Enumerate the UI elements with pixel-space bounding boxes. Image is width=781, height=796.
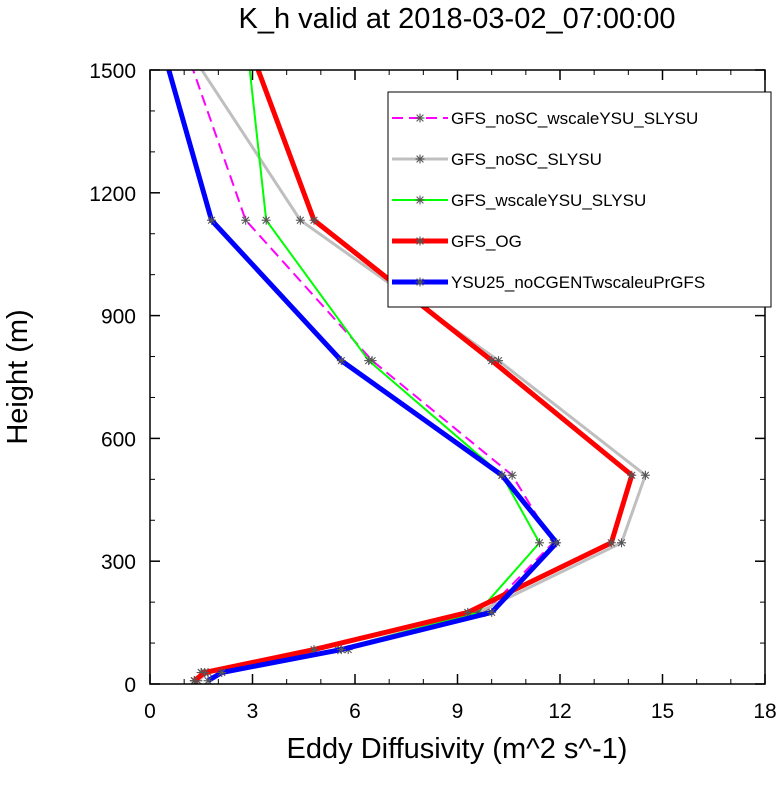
data-point [336,645,346,655]
legend-item: GFS_wscaleYSU_SLYSU [392,191,646,210]
legend-marker [415,236,425,246]
legend-item: GFS_noSC_wscaleYSU_SLYSU [392,109,698,128]
legend-label: YSU25_noCGENTwscaleuPrGFS [451,273,705,292]
data-point [200,668,210,678]
y-tick-label: 1500 [89,60,136,83]
legend: GFS_noSC_wscaleYSU_SLYSU GFS_noSC_SLYSU GF… [387,91,772,308]
y-tick-label: 1200 [89,183,136,206]
series-line [192,70,555,682]
data-point [535,538,544,548]
chart-title: K_h valid at 2018-03-02_07:00:00 [239,3,676,35]
x-tick-label: 12 [548,700,571,723]
x-axis-label: Eddy Diffusivity (m^2 s^-1) [287,733,628,765]
data-point [552,538,562,548]
data-point [606,538,616,548]
legend-marker [415,154,425,164]
legend-item: GFS_OG [392,232,522,251]
data-point [507,470,517,480]
data-point [487,356,497,366]
data-point [463,607,473,617]
data-point [217,668,227,678]
legend-label: GFS_wscaleYSU_SLYSU [451,191,646,210]
x-tick-label: 0 [144,700,156,723]
data-point [241,215,251,225]
y-tick-label: 0 [124,674,136,697]
data-point [627,470,637,480]
data-point [617,538,626,548]
x-tick-label: 6 [349,700,361,723]
legend-marker [415,277,425,287]
data-point [163,59,172,68]
data-point [193,59,202,68]
data-point [251,59,260,68]
x-tick-label: 3 [247,700,259,723]
legend-item: YSU25_noCGENTwscaleuPrGFS [392,273,705,292]
legend-label: GFS_noSC_wscaleYSU_SLYSU [451,109,698,128]
legend-label: GFS_noSC_SLYSU [451,150,602,169]
legend-box [387,91,772,308]
legend-marker [415,195,425,205]
data-point [295,215,305,225]
data-point [497,470,507,480]
legend-marker [415,113,425,123]
data-point [487,607,497,617]
data-point [207,215,216,225]
series-5 [163,59,562,684]
y-tick-label: 300 [101,551,136,574]
x-tick-label: 15 [651,700,674,723]
y-tick-label: 900 [101,306,136,329]
x-tick-label: 18 [753,700,776,723]
axis-ticks: 0 3 6 9 12 15 18 0 300 600 900 1200 1500 [89,60,776,723]
data-point [364,356,374,366]
series-line [192,70,635,683]
x-tick-label: 9 [452,700,464,723]
data-point [261,215,271,225]
y-tick-label: 600 [101,428,136,451]
legend-item: GFS_noSC_SLYSU [392,150,602,169]
data-point [336,356,346,366]
data-point [187,59,196,68]
data-point [309,215,319,225]
data-point [245,59,254,68]
y-axis-label: Height (m) [2,309,34,444]
legend-label: GFS_OG [451,232,522,251]
series-4 [189,59,637,684]
data-point [640,470,650,480]
plot-area [163,59,650,684]
series-line [166,70,560,683]
